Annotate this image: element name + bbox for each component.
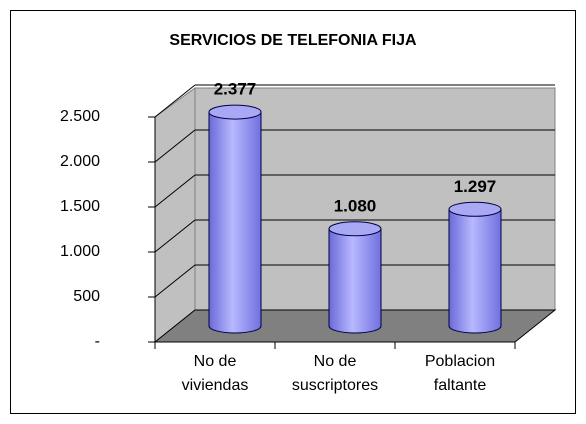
x-tick-label: No de suscriptores [291,353,379,394]
data-label: 1.297 [454,177,497,196]
grid-line [154,219,196,253]
bar-body [208,111,262,334]
bar-top [208,104,262,120]
x-tick-label: No de viviendas [181,353,249,394]
bar [208,104,262,334]
data-label: 1.080 [334,196,377,215]
grid-line [154,264,196,298]
bar [328,221,382,334]
grid-line [154,174,196,208]
x-tick-label: Poblacion faltante [424,353,496,394]
y-tick-label: 500 [73,288,100,305]
bar-body [448,208,502,334]
y-tick-label: - [95,333,100,350]
y-tick-label: 2.000 [60,153,100,170]
y-tick-label: 1.500 [60,198,100,215]
y-tick-label: 1.000 [60,243,100,260]
bar-body [328,228,382,334]
chart-title: SERVICIOS DE TELEFONIA FIJA [169,32,417,49]
bar-top [448,201,502,217]
grid-line [154,84,196,118]
data-label: 2.377 [214,80,257,99]
bar-top [328,221,382,237]
grid-line [154,129,196,163]
side-wall [154,87,196,344]
y-tick-label: 2.500 [60,108,100,125]
bar [448,201,502,334]
